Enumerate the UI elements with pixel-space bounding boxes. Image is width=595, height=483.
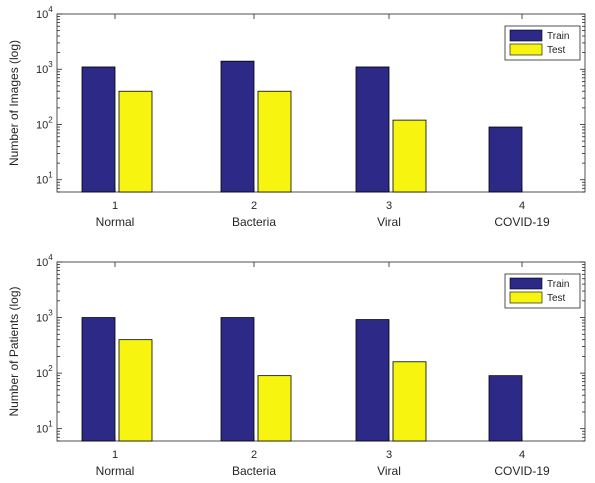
- y-tick-label: 102: [36, 115, 53, 131]
- bar-test-2: [257, 90, 292, 193]
- bar-test-3: [392, 119, 427, 193]
- axes-box: [56, 261, 586, 442]
- legend-label-train: Train: [547, 279, 569, 290]
- x-tick-label: 4: [519, 449, 525, 461]
- bar-test-3: [392, 361, 427, 442]
- y-tick-base: 10: [36, 424, 48, 436]
- x-tick-label: 1: [112, 449, 118, 461]
- x-tick-label: 2: [251, 449, 257, 461]
- category-name: Bacteria: [232, 215, 276, 229]
- bar-train-1: [81, 317, 116, 442]
- bar-train-2: [220, 60, 255, 193]
- x-tick-label: 3: [386, 200, 392, 212]
- x-tick-label: 2: [251, 200, 257, 212]
- y-tick-exponent: 1: [48, 171, 53, 180]
- legend: Train Test: [504, 25, 581, 61]
- bar-train-3: [355, 66, 390, 193]
- y-axis-label: Number of Images (log): [7, 40, 21, 166]
- y-tick-exponent: 4: [48, 253, 53, 262]
- legend-swatch-train: [509, 277, 543, 290]
- legend-label-test: Test: [547, 293, 566, 304]
- y-tick-base: 10: [36, 64, 48, 76]
- y-tick-exponent: 4: [48, 5, 53, 14]
- legend-label-train: Train: [547, 31, 569, 42]
- bar-test-1: [118, 90, 153, 193]
- y-tick-exponent: 3: [48, 309, 53, 318]
- x-tick-label: 4: [519, 200, 525, 212]
- bar-train-3: [355, 319, 390, 442]
- bar-test-2: [257, 375, 292, 442]
- legend-swatch-test: [509, 43, 543, 56]
- y-tick-base: 10: [36, 368, 48, 380]
- y-axis-label: Number of Patients (log): [7, 286, 21, 416]
- legend-swatch-test: [509, 291, 543, 304]
- category-name: Normal: [96, 464, 135, 478]
- y-tick-exponent: 3: [48, 60, 53, 69]
- y-tick-base: 10: [36, 9, 48, 21]
- y-tick-base: 10: [36, 313, 48, 325]
- y-tick-exponent: 2: [48, 115, 53, 124]
- bar-train-4: [488, 126, 523, 193]
- bar-train-2: [220, 317, 255, 442]
- y-tick-exponent: 2: [48, 364, 53, 373]
- x-tick-label: 1: [112, 200, 118, 212]
- category-name: COVID-19: [494, 464, 550, 478]
- bar-train-4: [488, 375, 523, 442]
- y-tick-label: 104: [36, 5, 53, 21]
- y-tick-label: 101: [36, 420, 53, 436]
- legend: Train Test: [504, 273, 581, 309]
- y-tick-label: 102: [36, 364, 53, 380]
- y-tick-label: 103: [36, 60, 53, 76]
- category-name: Bacteria: [232, 464, 276, 478]
- category-name: Viral: [377, 215, 401, 229]
- bar-train-1: [81, 66, 116, 193]
- y-tick-base: 10: [36, 257, 48, 269]
- category-name: Normal: [96, 215, 135, 229]
- y-tick-label: 103: [36, 309, 53, 325]
- y-tick-exponent: 1: [48, 420, 53, 429]
- category-name: Viral: [377, 464, 401, 478]
- y-tick-base: 10: [36, 119, 48, 131]
- y-tick-label: 101: [36, 171, 53, 187]
- x-tick-label: 3: [386, 449, 392, 461]
- axes-box: [56, 13, 586, 193]
- category-name: COVID-19: [494, 215, 550, 229]
- legend-swatch-train: [509, 29, 543, 42]
- bar-test-1: [118, 339, 153, 442]
- legend-label-test: Test: [547, 45, 566, 56]
- y-tick-label: 104: [36, 253, 53, 269]
- y-tick-base: 10: [36, 175, 48, 187]
